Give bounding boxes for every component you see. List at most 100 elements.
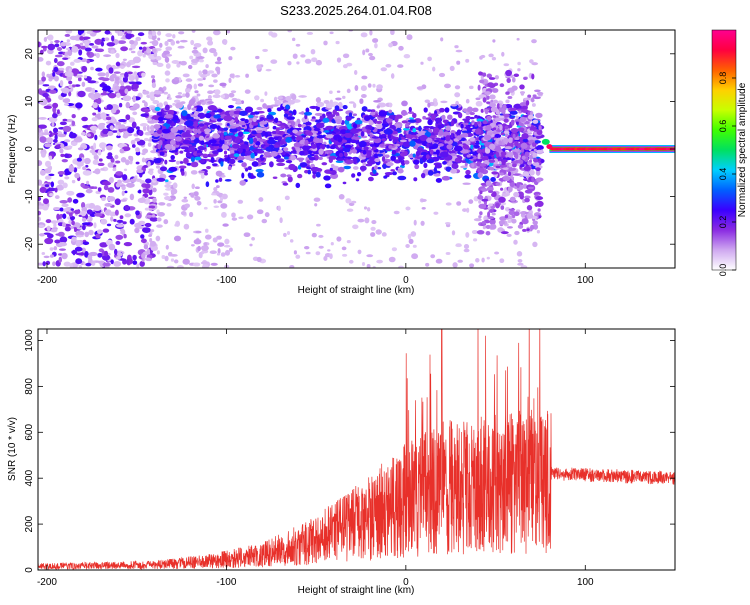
spectrogram-cell — [255, 168, 264, 173]
spectrogram-cell — [61, 252, 68, 260]
spectrogram-cell — [77, 147, 84, 151]
spectrogram-cell — [449, 153, 457, 157]
spectrogram-y-tick-label: -10 — [24, 189, 35, 204]
spectrogram-cell — [440, 137, 447, 140]
spectrogram-cell — [92, 112, 97, 116]
spectrogram-cell — [38, 57, 44, 62]
spectrogram-cell — [390, 30, 395, 36]
spectrogram-cell — [166, 53, 173, 57]
spectrogram-cell — [59, 207, 64, 212]
spectrogram-cell — [217, 129, 221, 134]
spectrogram-cell — [101, 77, 110, 82]
spectrogram-cell — [159, 166, 168, 172]
spectrogram-cell — [220, 252, 226, 257]
spectrogram-cell — [456, 60, 461, 65]
spectrogram-cell — [129, 218, 135, 225]
spectrogram-cell — [213, 205, 220, 209]
spectrogram-cell — [174, 136, 183, 142]
spectrogram-cell — [522, 183, 528, 189]
spectrogram-cell — [256, 133, 262, 139]
spectrogram-cell — [346, 88, 351, 94]
spectrogram-cell — [105, 116, 112, 121]
spectrogram-cell — [151, 214, 156, 218]
spectrogram-cell — [490, 99, 494, 103]
spectrogram-cell — [490, 176, 496, 183]
spectrogram-cell — [85, 262, 92, 267]
spectrogram-cell — [224, 154, 228, 158]
spectrogram-cell — [93, 222, 97, 229]
spectrogram-cell — [145, 258, 152, 262]
spectrogram-cell — [197, 112, 206, 119]
spectrogram-cell — [100, 112, 107, 119]
spectrogram-cell — [241, 131, 250, 135]
spectrogram-cell — [398, 157, 403, 163]
spectrogram-cell — [46, 225, 51, 231]
spectrogram-cell — [362, 150, 367, 155]
spectrogram-cell — [219, 82, 227, 87]
spectrogram-cell — [49, 247, 54, 251]
spectrogram-cell — [371, 136, 380, 139]
spectrogram-cell — [405, 134, 414, 139]
spectrogram-cell — [97, 252, 103, 258]
spectrogram-cell — [64, 102, 69, 106]
colorbar: 0.00.20.40.60.8 Normalized spectral ampl… — [711, 29, 748, 276]
spectrogram-cell — [41, 251, 46, 256]
spectrogram-cell — [474, 142, 480, 146]
spectrogram-cell — [199, 99, 204, 103]
spectrogram-cell — [156, 250, 160, 255]
spectrogram-cell — [413, 177, 418, 182]
spectrogram-cell — [241, 172, 245, 179]
spectrogram-cell — [223, 131, 228, 136]
spectrogram-cell — [307, 169, 312, 175]
spectrogram-cell — [157, 212, 165, 217]
spectrogram-cell — [337, 101, 343, 109]
spectrogram-cell — [240, 152, 246, 157]
snr-series-line — [38, 329, 675, 570]
spectrogram-cell — [68, 212, 73, 218]
spectrogram-cell — [130, 155, 134, 162]
spectrogram-cell — [97, 123, 105, 130]
spectrogram-cell — [362, 162, 367, 166]
spectrogram-cell — [329, 90, 333, 95]
spectrogram-cell — [71, 220, 75, 226]
spectrogram-cell — [535, 196, 544, 201]
spectrogram-cell — [223, 244, 231, 248]
spectrogram-cell — [159, 151, 165, 156]
spectrogram-cell — [129, 40, 135, 45]
spectrogram-cell — [264, 212, 270, 218]
spectrogram-cell — [146, 214, 153, 218]
spectrogram-cell — [377, 166, 382, 170]
spectrogram-cell — [383, 175, 388, 179]
spectrogram-cell — [175, 40, 180, 44]
spectrogram-cell — [368, 125, 373, 131]
spectrogram-cell — [283, 232, 287, 237]
spectrogram-cell — [361, 106, 368, 112]
spectrogram-cell — [46, 233, 54, 239]
spectrogram-cell — [260, 157, 265, 161]
spectrogram-cell — [256, 171, 265, 178]
spectrogram-cell — [361, 262, 366, 266]
spectrogram-cell — [361, 75, 368, 80]
spectrogram-cell — [158, 202, 166, 206]
spectrogram-cell — [373, 153, 379, 158]
spectrogram-cell — [193, 128, 198, 135]
spectrogram-cell — [113, 248, 118, 256]
spectrogram-cell — [181, 170, 185, 176]
spectrogram-cell — [122, 221, 127, 225]
spectrogram-cell — [237, 199, 244, 204]
spectrogram-cell — [342, 105, 348, 110]
spectrogram-cell — [305, 107, 310, 113]
spectrogram-cell — [392, 171, 397, 176]
spectrogram-cell — [207, 105, 217, 111]
spectrogram-cell — [295, 135, 304, 141]
spectrogram-cell — [86, 180, 90, 185]
spectrogram-cell — [175, 220, 181, 227]
spectrogram-cell — [507, 151, 514, 158]
spectrogram-cell — [119, 85, 126, 91]
spectrogram-cell — [376, 153, 384, 157]
spectrogram-cell — [318, 148, 324, 155]
spectrogram-cell — [383, 128, 393, 135]
spectrogram-cell — [405, 206, 411, 211]
spectrogram-cell — [202, 69, 208, 75]
spectrogram-cell — [262, 103, 268, 109]
